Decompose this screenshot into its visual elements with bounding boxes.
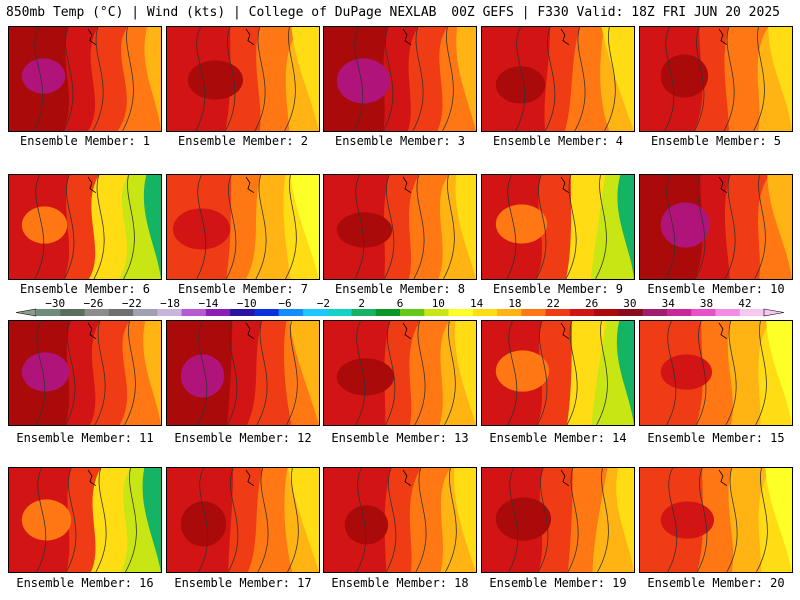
ensemble-member-label: Ensemble Member: 10 — [647, 282, 785, 296]
colorbar-swatch — [424, 309, 450, 316]
ensemble-member-label: Ensemble Member: 8 — [334, 282, 466, 296]
colorbar-swatch — [691, 309, 716, 316]
colorbar-tick-label: −18 — [160, 297, 180, 310]
colorbar-tick-label: 42 — [738, 297, 751, 310]
ensemble-member-label: Ensemble Member: 7 — [177, 282, 309, 296]
colorbar-swatch — [84, 309, 110, 316]
colorbar-swatch — [618, 309, 644, 316]
ensemble-member-map — [166, 320, 320, 426]
ensemble-member-map — [639, 467, 793, 573]
temperature-colorbar: −30 −26 −22 −18 −14 −10 −6 −2 2 6 10 14 18 22 26 30 34 38… — [14, 297, 786, 319]
colorbar-tick-label: 34 — [662, 297, 676, 310]
colorbar-tick-label: −22 — [122, 297, 142, 310]
colorbar-swatch — [739, 309, 765, 316]
colorbar-tick-label: −10 — [237, 297, 257, 310]
ensemble-member-map — [166, 467, 320, 573]
ensemble-member-map — [8, 467, 162, 573]
ensemble-member-map — [166, 174, 320, 280]
colorbar-swatch — [569, 309, 595, 316]
ensemble-member-label: Ensemble Member: 18 — [331, 576, 469, 590]
colorbar-swatch — [36, 309, 61, 316]
ensemble-member-label: Ensemble Member: 6 — [19, 282, 151, 296]
ensemble-member-label: Ensemble Member: 19 — [489, 576, 627, 590]
colorbar-swatch — [205, 309, 231, 316]
colorbar-tick-label: 26 — [585, 297, 598, 310]
colorbar-swatch — [327, 309, 352, 316]
colorbar-tick-label: −30 — [45, 297, 65, 310]
colorbar-swatch — [521, 309, 547, 316]
map-title: 850mb Temp (°C) | Wind (kts) | College o… — [6, 5, 437, 20]
ensemble-member-map — [481, 26, 635, 132]
colorbar-tick-label: 2 — [358, 297, 365, 310]
colorbar-swatch — [666, 309, 692, 316]
ensemble-member-label: Ensemble Member: 3 — [334, 134, 466, 148]
colorbar-swatch — [230, 309, 255, 316]
colorbar-swatch — [302, 309, 328, 316]
ensemble-member-label: Ensemble Member: 15 — [647, 431, 785, 445]
colorbar-swatch — [254, 309, 280, 316]
ensemble-member-label: Ensemble Member: 5 — [650, 134, 782, 148]
ensemble-member-map — [323, 467, 477, 573]
colorbar-swatch — [497, 309, 522, 316]
colorbar-swatch — [108, 309, 134, 316]
colorbar-tick-label: 38 — [700, 297, 713, 310]
ensemble-member-map — [639, 174, 793, 280]
colorbar-tick-label: 14 — [470, 297, 484, 310]
colorbar-swatch — [642, 309, 668, 316]
colorbar-swatch — [715, 309, 741, 316]
ensemble-member-map — [8, 320, 162, 426]
model-run-valid-time: 00Z GEFS | F330 Valid: 18Z FRI JUN 20 20… — [451, 5, 780, 20]
ensemble-member-map — [481, 174, 635, 280]
colorbar-tick-label: 18 — [508, 297, 521, 310]
colorbar-swatch — [375, 309, 401, 316]
colorbar-swatch — [133, 309, 158, 316]
ensemble-member-map — [481, 467, 635, 573]
ensemble-member-map — [323, 26, 477, 132]
ensemble-member-map — [481, 320, 635, 426]
colorbar-swatch — [351, 309, 377, 316]
ensemble-member-label: Ensemble Member: 2 — [177, 134, 309, 148]
colorbar-tick-label: −26 — [84, 297, 104, 310]
ensemble-member-map — [8, 26, 162, 132]
colorbar-tick-label: −2 — [317, 297, 330, 310]
colorbar-tick-label: 6 — [397, 297, 404, 310]
ensemble-member-map — [639, 26, 793, 132]
colorbar-tick-label: −6 — [278, 297, 291, 310]
colorbar-swatch — [594, 309, 619, 316]
colorbar-swatch — [545, 309, 571, 316]
ensemble-member-label: Ensemble Member: 4 — [492, 134, 624, 148]
colorbar-tick-label: −14 — [198, 297, 218, 310]
colorbar-swatch — [448, 309, 474, 316]
colorbar-tick-label: 22 — [547, 297, 560, 310]
ensemble-member-label: Ensemble Member: 1 — [19, 134, 151, 148]
colorbar-swatch — [181, 309, 207, 316]
colorbar-swatch — [400, 309, 425, 316]
colorbar-swatch — [157, 309, 183, 316]
colorbar-swatch — [60, 309, 86, 316]
ensemble-member-label: Ensemble Member: 9 — [492, 282, 624, 296]
ensemble-member-map — [639, 320, 793, 426]
ensemble-member-map — [323, 174, 477, 280]
ensemble-member-label: Ensemble Member: 12 — [174, 431, 312, 445]
colorbar-tick-label: 30 — [623, 297, 636, 310]
colorbar-swatch — [472, 309, 498, 316]
colorbar-swatch — [278, 309, 304, 316]
ensemble-member-map — [323, 320, 477, 426]
ensemble-member-label: Ensemble Member: 11 — [16, 431, 154, 445]
ensemble-member-label: Ensemble Member: 20 — [647, 576, 785, 590]
ensemble-member-label: Ensemble Member: 17 — [174, 576, 312, 590]
ensemble-member-label: Ensemble Member: 13 — [331, 431, 469, 445]
ensemble-member-label: Ensemble Member: 14 — [489, 431, 627, 445]
colorbar-tick-label: 10 — [432, 297, 445, 310]
ensemble-member-map — [166, 26, 320, 132]
ensemble-member-map — [8, 174, 162, 280]
ensemble-member-label: Ensemble Member: 16 — [16, 576, 154, 590]
